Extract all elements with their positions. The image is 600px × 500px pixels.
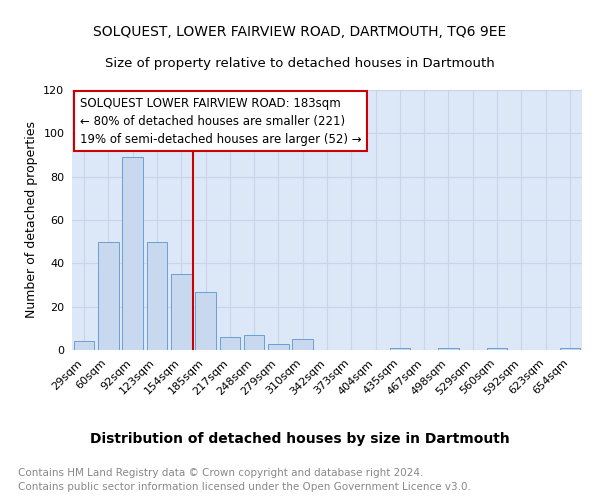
Bar (389, 348, 410, 350)
Text: Contains HM Land Registry data © Crown copyright and database right 2024.
Contai: Contains HM Land Registry data © Crown c… (18, 468, 471, 492)
Bar (195, 292, 216, 350)
Text: Size of property relative to detached houses in Dartmouth: Size of property relative to detached ho… (105, 58, 495, 70)
Bar (74, 342, 94, 350)
Bar (438, 348, 459, 350)
Bar (98, 242, 119, 350)
Bar (560, 348, 580, 350)
Bar (171, 274, 191, 350)
Bar (146, 242, 167, 350)
Bar (268, 344, 289, 350)
Bar (487, 348, 508, 350)
Bar (292, 339, 313, 350)
Text: Distribution of detached houses by size in Dartmouth: Distribution of detached houses by size … (90, 432, 510, 446)
Y-axis label: Number of detached properties: Number of detached properties (25, 122, 38, 318)
Text: SOLQUEST LOWER FAIRVIEW ROAD: 183sqm
← 80% of detached houses are smaller (221)
: SOLQUEST LOWER FAIRVIEW ROAD: 183sqm ← 8… (80, 96, 361, 146)
Bar (122, 157, 143, 350)
Text: SOLQUEST, LOWER FAIRVIEW ROAD, DARTMOUTH, TQ6 9EE: SOLQUEST, LOWER FAIRVIEW ROAD, DARTMOUTH… (94, 25, 506, 39)
Bar (244, 335, 265, 350)
Bar (220, 337, 240, 350)
